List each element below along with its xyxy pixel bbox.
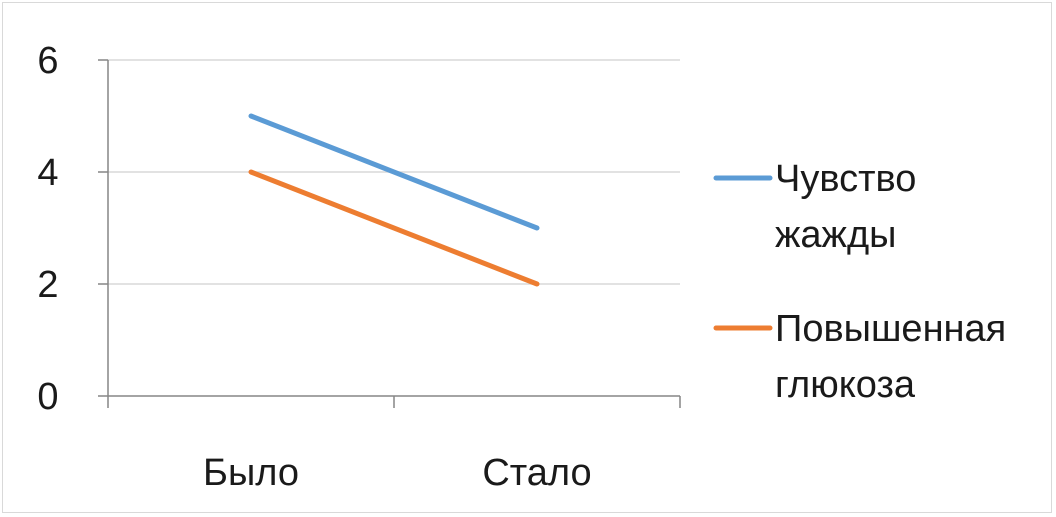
y-tick-label-2: 2 xyxy=(37,264,58,306)
legend: Чувство жажды Повышенная глюкоза xyxy=(713,158,1006,406)
x-tick-label-0: Было xyxy=(203,452,299,494)
legend-label-0: Чувство жажды xyxy=(775,158,916,256)
x-tick-labels: Было Стало xyxy=(203,452,592,494)
legend-entry-0: Чувство жажды xyxy=(713,158,916,256)
x-tick-label-1: Стало xyxy=(482,452,591,494)
legend-label-1: Повышенная глюкоза xyxy=(775,308,1006,406)
y-tick-label-0: 0 xyxy=(37,376,58,418)
y-tick-labels: 0 2 4 6 xyxy=(37,40,58,418)
series-lines xyxy=(248,113,540,287)
axes xyxy=(98,59,681,408)
y-tick-label-4: 4 xyxy=(37,152,58,194)
legend-entry-1: Повышенная глюкоза xyxy=(713,308,1006,406)
y-tick-label-6: 6 xyxy=(37,40,58,82)
series-line-0 xyxy=(248,113,540,231)
series-line-1 xyxy=(248,169,540,287)
